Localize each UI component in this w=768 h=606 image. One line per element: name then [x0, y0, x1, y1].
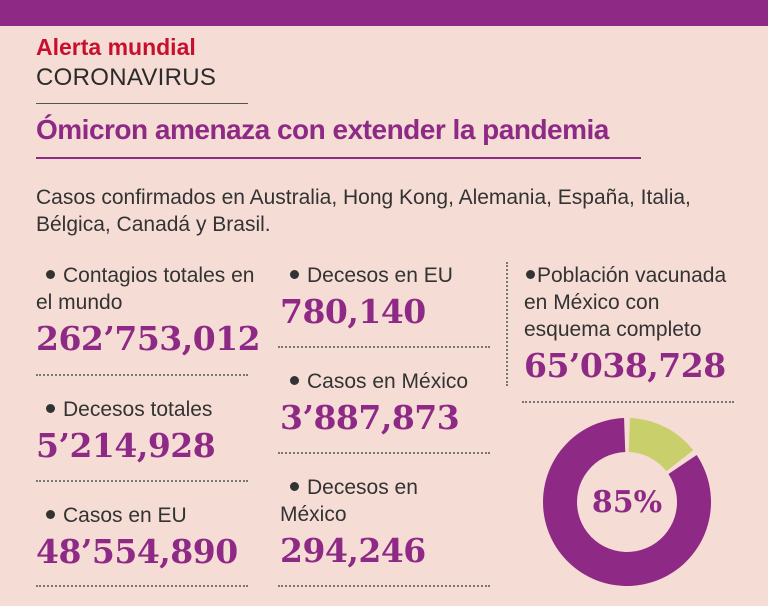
vaccination-donut: 85%	[543, 418, 711, 586]
stat-label: Decesos totales	[63, 398, 213, 421]
stat-contagios-mundo: Contagios totales en el mundo 262’753,01…	[36, 262, 261, 358]
dotted-divider	[278, 452, 490, 454]
stat-label: Población vacunada en México con esquema…	[524, 264, 727, 341]
bullet-icon	[290, 269, 299, 279]
intro-text: Casos confirmados en Australia, Hong Kon…	[36, 186, 691, 236]
stat-label: Casos en México	[307, 370, 469, 393]
bullet-icon	[46, 509, 55, 519]
stat-decesos-mexico: Decesos en México 294,246	[280, 474, 460, 570]
stat-value: 294,246	[280, 531, 426, 570]
bullet-icon	[526, 269, 535, 279]
bullet-icon	[46, 403, 55, 413]
donut-segment-remaining	[628, 418, 694, 472]
section-title: CORONAVIRUS	[36, 64, 217, 91]
stat-label: Decesos en México	[280, 476, 418, 526]
dotted-divider	[522, 401, 734, 403]
stat-vacunados-mexico: Población vacunada en México con esquema…	[524, 262, 734, 385]
dotted-divider	[36, 480, 248, 482]
stat-casos-eu: Casos en EU 48’554,890	[36, 502, 256, 571]
top-color-bar	[0, 0, 768, 26]
stat-label: Casos en EU	[63, 504, 187, 527]
stat-value: 262’753,012	[36, 319, 261, 358]
dotted-divider	[278, 585, 490, 587]
donut-percent-label: 85%	[591, 484, 663, 520]
stat-label: Decesos en EU	[307, 264, 453, 287]
stat-label: Contagios totales en el mundo	[36, 264, 255, 314]
stat-decesos-eu: Decesos en EU 780,140	[280, 262, 490, 331]
stat-value: 65’038,728	[524, 346, 726, 385]
stat-value: 5’214,928	[36, 426, 216, 465]
donut-segment-vaccinated	[543, 418, 711, 586]
section-rule	[36, 103, 248, 104]
bullet-icon	[290, 481, 299, 491]
stat-value: 48’554,890	[36, 532, 238, 571]
bullet-icon	[290, 375, 299, 385]
kicker: Alerta mundial	[36, 34, 196, 60]
donut-chart	[543, 418, 711, 586]
stat-decesos-totales: Decesos totales 5’214,928	[36, 396, 256, 465]
dotted-divider	[36, 374, 248, 376]
stat-value: 780,140	[280, 292, 426, 331]
dotted-divider	[36, 585, 248, 587]
headline: Ómicron amenaza con extender la pandemia	[36, 114, 609, 145]
dotted-divider	[278, 346, 490, 348]
headline-rule	[36, 157, 641, 159]
vertical-dotted-divider	[506, 262, 508, 386]
stat-value: 3’887,873	[280, 398, 460, 437]
bullet-icon	[46, 269, 55, 279]
stat-casos-mexico: Casos en México 3’887,873	[280, 368, 490, 437]
